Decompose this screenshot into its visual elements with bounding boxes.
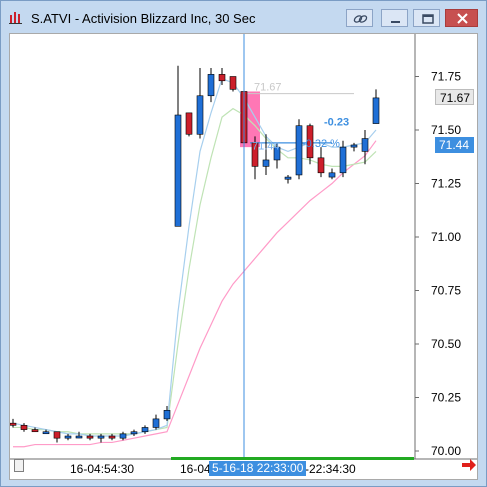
left-ghost-label: 71.44 — [252, 140, 280, 152]
y-tick-label: 70.00 — [431, 444, 461, 458]
candle-body[interactable] — [185, 112, 193, 135]
candle-body[interactable] — [64, 435, 72, 439]
candle-body[interactable] — [31, 429, 39, 433]
candle-body[interactable] — [350, 144, 358, 148]
candle-body[interactable] — [317, 157, 325, 174]
candle-body[interactable] — [229, 76, 237, 90]
x-label-start: 16-04:54:30 — [70, 462, 135, 476]
scroll-thumb[interactable] — [14, 459, 24, 472]
minimize-button[interactable] — [381, 9, 408, 27]
candle-body[interactable] — [251, 142, 259, 167]
x-label-mid: 16-04 — [180, 462, 211, 476]
restore-icon — [422, 14, 434, 24]
candle-body[interactable] — [141, 427, 149, 433]
candle-body[interactable] — [262, 159, 270, 167]
candle-body[interactable] — [163, 410, 171, 420]
current-price-tag: 71.67 — [435, 89, 474, 105]
link-icon — [353, 15, 368, 23]
restore-button[interactable] — [413, 9, 440, 27]
ma-line-medium — [13, 107, 377, 435]
plot-background — [10, 34, 415, 459]
chart-app-icon — [9, 12, 22, 24]
pct-label: -0.32 % — [302, 138, 340, 150]
candle-body[interactable] — [306, 125, 314, 159]
candle-body[interactable] — [372, 97, 380, 124]
candle-body[interactable] — [284, 176, 292, 180]
close-icon — [457, 13, 468, 24]
y-tick-label: 70.50 — [431, 337, 461, 351]
candle-body[interactable] — [10, 422, 17, 426]
candle-body[interactable] — [42, 431, 50, 435]
y-tick-label: 71.25 — [431, 177, 461, 191]
y-tick-label: 71.00 — [431, 230, 461, 244]
x-label-end: -22:34:30 — [305, 462, 356, 476]
candle-body[interactable] — [218, 74, 226, 82]
candle-body[interactable] — [273, 146, 281, 161]
candle-body[interactable] — [130, 431, 138, 435]
candlesticks[interactable] — [10, 65, 380, 443]
overlay-labels: 71.67 -0.23 -0.32 % 71.44 — [252, 82, 349, 153]
candle-body[interactable] — [339, 146, 347, 174]
moving-averages — [12, 77, 377, 448]
y-tick-label: 70.25 — [431, 391, 461, 405]
candle-body[interactable] — [53, 431, 61, 439]
title-bar[interactable]: S.ATVI - Activision Blizzard Inc, 30 Sec — [1, 1, 486, 33]
change-label: -0.23 — [324, 117, 349, 129]
candle-body[interactable] — [361, 138, 369, 152]
bid-price-tag: 71.44 — [435, 137, 474, 153]
ghost-price-label: 71.67 — [254, 82, 282, 94]
minimize-icon — [391, 21, 400, 23]
candle-body[interactable] — [86, 435, 94, 439]
scroll-right-arrow-icon[interactable] — [461, 458, 477, 472]
chart-content[interactable]: 71.75 71.50 71.25 71.00 70.75 70.50 70.25 70.00… — [9, 33, 478, 480]
y-tick-label: 71.75 — [431, 70, 461, 84]
candle-body[interactable] — [152, 418, 160, 428]
window-title: S.ATVI - Activision Blizzard Inc, 30 Sec — [31, 11, 256, 26]
candle-body[interactable] — [295, 125, 303, 176]
candle-body[interactable] — [328, 172, 336, 178]
y-tick-label: 71.50 — [431, 123, 461, 137]
candle-body[interactable] — [196, 95, 204, 135]
candle-body[interactable] — [108, 435, 116, 439]
candle-body[interactable] — [207, 74, 215, 97]
candle-body[interactable] — [75, 435, 83, 439]
session-bar — [171, 457, 414, 460]
ma-line-slow — [13, 140, 377, 448]
candle-body[interactable] — [97, 435, 105, 439]
cursor-date-label: 5-16-18 22:33:00 — [209, 461, 307, 476]
link-button[interactable] — [346, 9, 373, 27]
candle-body[interactable] — [20, 425, 28, 430]
y-tick-label: 70.75 — [431, 284, 461, 298]
candle-body[interactable] — [174, 114, 182, 227]
candle-body[interactable] — [119, 433, 127, 439]
y-axis-ticks: 71.75 71.50 71.25 71.00 70.75 70.50 70.25 70.00 — [415, 70, 461, 458]
close-button[interactable] — [445, 9, 478, 27]
price-chart[interactable]: 71.75 71.50 71.25 71.00 70.75 70.50 70.25 70.00… — [10, 34, 477, 479]
